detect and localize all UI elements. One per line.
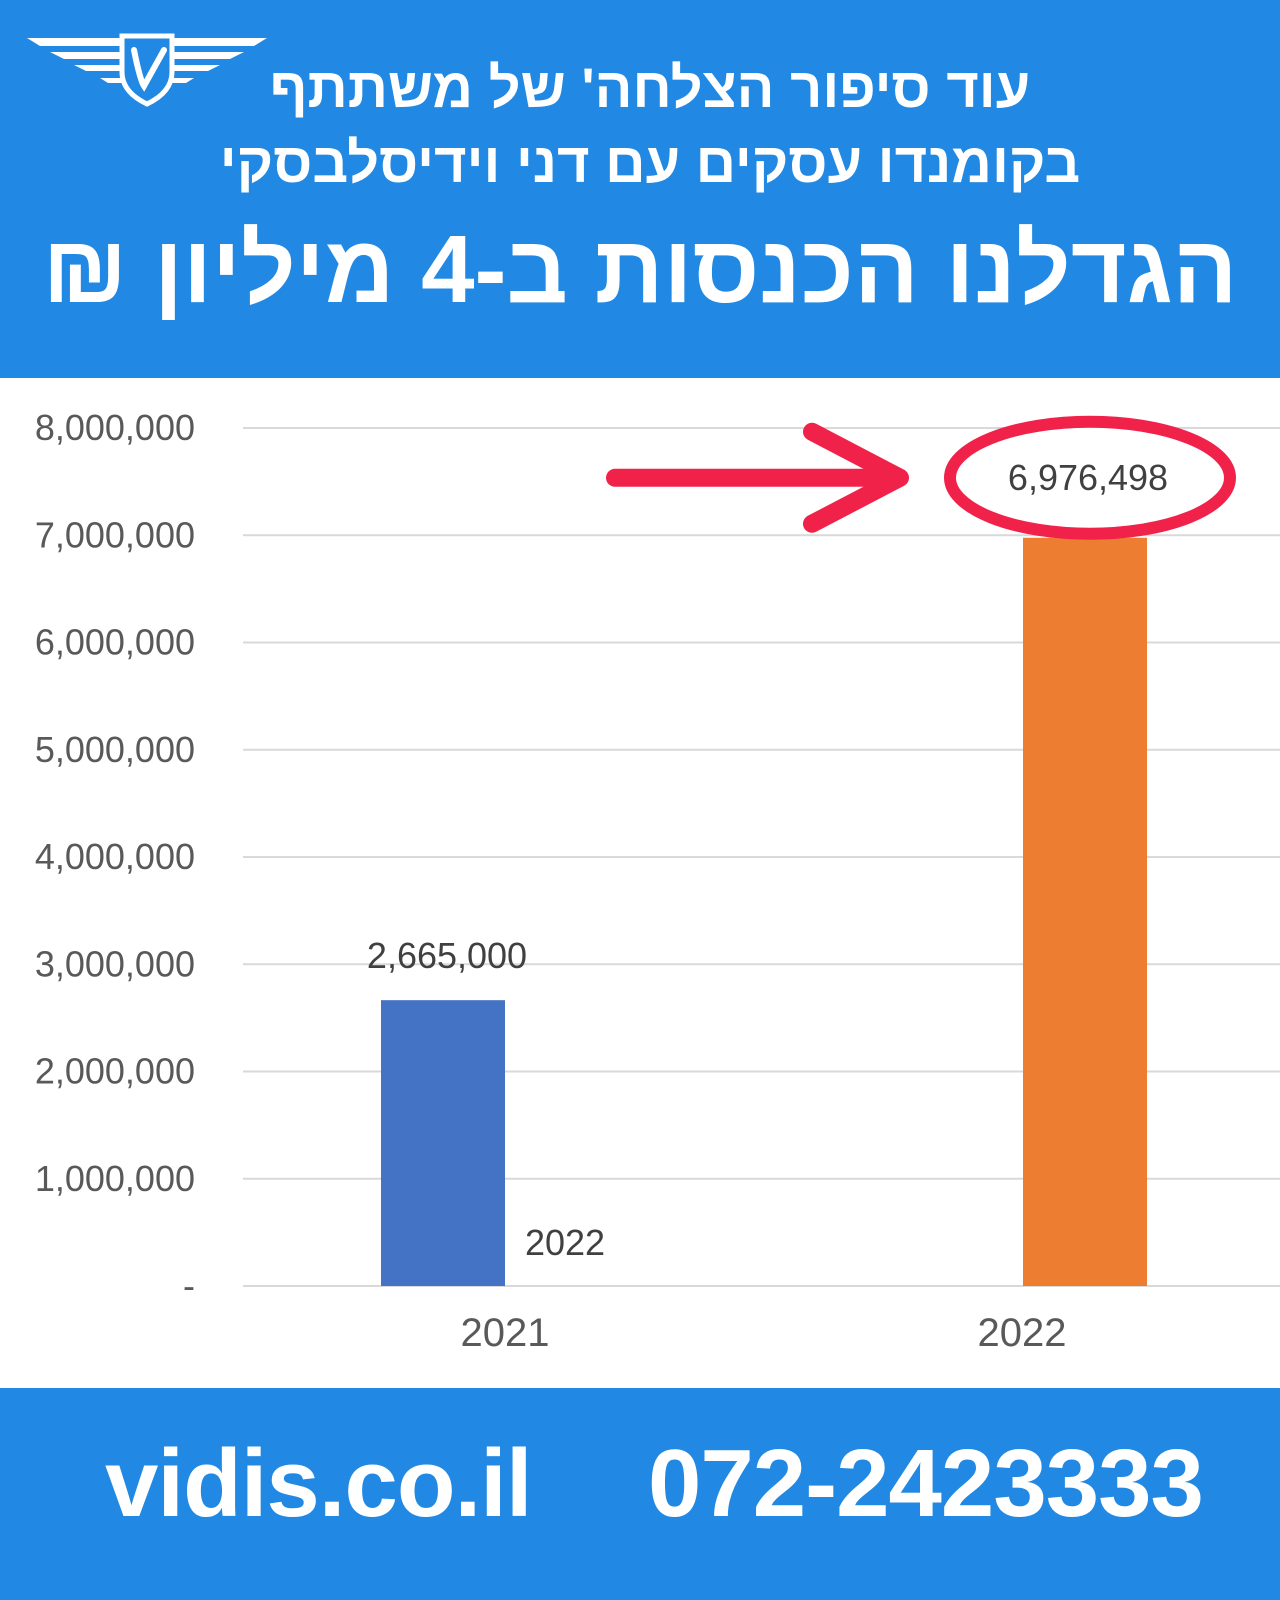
y-tick-label: 5,000,000 <box>35 729 195 770</box>
footer-banner: vidis.co.il 072-2423333 <box>0 1388 1280 1600</box>
y-tick-label: 1,000,000 <box>35 1158 195 1199</box>
chart-svg: - 1,000,000 2,000,000 3,000,000 4,000,000 5,0… <box>35 407 1280 1355</box>
y-tick-label: 2,000,000 <box>35 1051 195 1092</box>
y-tick-label: - <box>183 1265 195 1306</box>
headline: הגדלנו הכנסות ב-4 מיליון ₪ <box>42 216 1238 323</box>
y-tick-label: 8,000,000 <box>35 407 195 448</box>
revenue-bar-chart: - 1,000,000 2,000,000 3,000,000 4,000,000 5,0… <box>0 378 1280 1388</box>
y-tick-label: 4,000,000 <box>35 836 195 877</box>
data-label: 2,665,000 <box>367 935 527 976</box>
header-banner: עוד סיפור הצלחה' של משתתף בקומנדו עסקים … <box>0 0 1280 378</box>
stray-year-label: 2022 <box>525 1222 605 1263</box>
x-tick-label: 2021 <box>461 1311 550 1355</box>
y-tick-label: 6,000,000 <box>35 622 195 663</box>
arrow-head-icon <box>803 422 909 533</box>
bar-2022 <box>1023 537 1147 1286</box>
x-tick-label: 2022 <box>978 1311 1067 1355</box>
website-link[interactable]: vidis.co.il <box>105 1430 532 1537</box>
data-label: 6,976,498 <box>1008 457 1168 498</box>
y-tick-label: 3,000,000 <box>35 943 195 984</box>
winged-shield-logo-icon <box>27 33 267 107</box>
bar-2021 <box>381 1000 505 1286</box>
highlight-circle <box>944 415 1236 540</box>
phone-number[interactable]: 072-2423333 <box>648 1430 1204 1537</box>
y-tick-label: 7,000,000 <box>35 514 195 555</box>
subtitle-line-2: בקומנדו עסקים עם דני וידיסלבסקי <box>219 131 1081 194</box>
subtitle-line-1: עוד סיפור הצלחה' של משתתף <box>269 56 1031 119</box>
